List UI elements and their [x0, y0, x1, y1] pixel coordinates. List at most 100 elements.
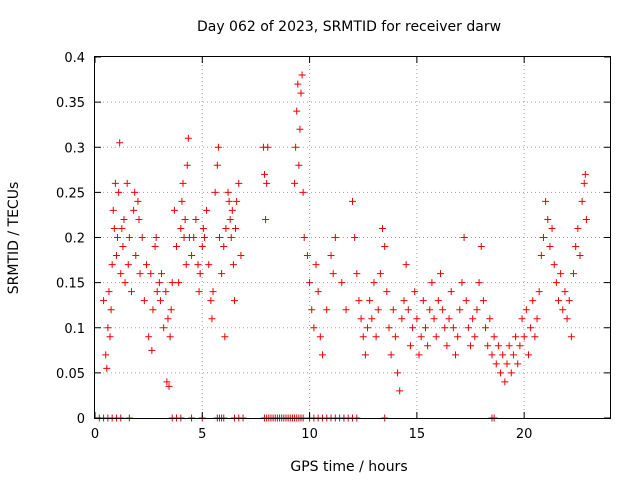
y-tick-label: 0.4 [64, 51, 85, 66]
data-point [235, 179, 243, 187]
x-axis-label: GPS time / hours [290, 459, 407, 475]
data-point [456, 306, 464, 314]
data-point [421, 324, 429, 332]
data-point [120, 215, 128, 223]
data-point [494, 342, 502, 350]
data-point [215, 234, 223, 241]
data-point [385, 324, 393, 332]
data-point [160, 324, 168, 332]
data-point [143, 261, 150, 269]
data-point [208, 315, 216, 323]
data-point [529, 297, 537, 305]
data-point [351, 234, 359, 241]
data-point [359, 333, 367, 341]
data-point [518, 315, 526, 323]
data-point [183, 161, 191, 169]
data-point [220, 243, 228, 251]
data-point [173, 243, 181, 251]
data-point [507, 369, 515, 377]
data-point [165, 382, 173, 390]
data-point [318, 351, 326, 359]
data-point [294, 80, 302, 88]
data-point [509, 351, 517, 359]
data-point [207, 297, 215, 305]
data-point [563, 315, 571, 323]
data-point [125, 234, 133, 241]
data-point [376, 270, 384, 278]
data-point [130, 206, 138, 214]
data-point [368, 315, 376, 323]
y-tick-label: 0.1 [64, 322, 85, 337]
data-point [106, 333, 114, 341]
data-point [136, 270, 144, 278]
data-point [323, 306, 331, 314]
data-point [406, 342, 414, 350]
data-point [426, 306, 434, 314]
data-point [263, 179, 271, 187]
data-point [199, 224, 207, 232]
data-point [124, 261, 132, 269]
data-point [329, 270, 337, 278]
data-point [458, 279, 466, 287]
data-point [227, 234, 235, 241]
data-point [104, 324, 112, 332]
data-point [316, 333, 324, 341]
data-point [237, 252, 245, 260]
x-tick-label: 5 [198, 427, 206, 442]
data-point [164, 315, 172, 323]
data-point [501, 378, 509, 386]
data-point [361, 351, 369, 359]
data-point [182, 261, 190, 269]
data-point [389, 306, 397, 314]
data-point [415, 351, 423, 359]
data-point [211, 188, 219, 196]
data-point [195, 288, 203, 296]
data-point [158, 270, 166, 278]
data-point [490, 333, 498, 341]
data-point [555, 297, 562, 305]
y-tick-label: 0.2 [64, 232, 85, 247]
data-point [486, 315, 494, 323]
data-point [570, 270, 578, 278]
data-point [417, 333, 425, 341]
data-point [107, 306, 115, 314]
data-point [443, 342, 451, 350]
data-point [582, 215, 590, 223]
data-point [209, 288, 217, 296]
data-point [572, 243, 580, 251]
data-point [469, 315, 477, 323]
data-point [178, 197, 186, 205]
data-point [109, 206, 117, 214]
data-point [300, 234, 308, 241]
data-point [342, 306, 350, 314]
data-point [516, 342, 524, 350]
data-point [349, 197, 356, 205]
data-point [499, 351, 507, 359]
data-point [232, 224, 240, 232]
data-point [190, 234, 198, 241]
data-point [436, 270, 444, 278]
data-point [152, 234, 160, 241]
data-point [366, 297, 374, 305]
x-tick-label: 15 [409, 427, 426, 442]
data-point [225, 197, 233, 205]
data-point [454, 333, 462, 341]
data-point [229, 261, 237, 269]
y-tick-label: 0.15 [56, 277, 85, 292]
data-point [561, 288, 569, 296]
data-point [439, 306, 447, 314]
data-point [441, 324, 449, 332]
data-point [306, 279, 314, 287]
data-point [527, 324, 535, 332]
y-axis-ticks: 0 0.05 0.1 0.15 0.2 0.25 0.3 0.35 0.4 [56, 51, 610, 427]
y-tick-label: 0.35 [56, 96, 85, 111]
data-point [181, 215, 189, 223]
data-point [580, 179, 588, 187]
data-point [222, 224, 230, 232]
data-point [537, 252, 545, 260]
x-tick-label: 10 [301, 427, 318, 442]
data-point [535, 288, 543, 296]
data-point [391, 333, 399, 341]
data-point [148, 346, 156, 354]
